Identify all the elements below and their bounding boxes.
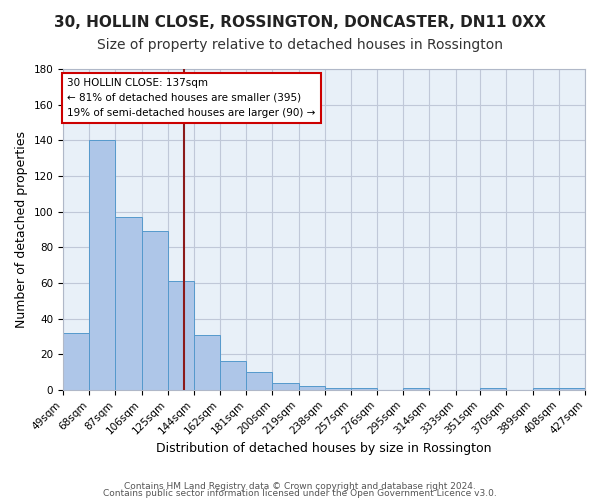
Bar xyxy=(272,382,299,390)
Bar xyxy=(167,281,194,390)
Text: Contains public sector information licensed under the Open Government Licence v3: Contains public sector information licen… xyxy=(103,489,497,498)
Bar xyxy=(533,388,559,390)
Bar xyxy=(325,388,351,390)
Bar xyxy=(220,362,246,390)
X-axis label: Distribution of detached houses by size in Rossington: Distribution of detached houses by size … xyxy=(156,442,492,455)
Bar xyxy=(351,388,377,390)
Bar xyxy=(115,217,142,390)
Text: 30 HOLLIN CLOSE: 137sqm
← 81% of detached houses are smaller (395)
19% of semi-d: 30 HOLLIN CLOSE: 137sqm ← 81% of detache… xyxy=(67,78,316,118)
Bar xyxy=(63,333,89,390)
Bar xyxy=(194,334,220,390)
Bar xyxy=(481,388,506,390)
Bar xyxy=(559,388,585,390)
Text: Size of property relative to detached houses in Rossington: Size of property relative to detached ho… xyxy=(97,38,503,52)
Text: 30, HOLLIN CLOSE, ROSSINGTON, DONCASTER, DN11 0XX: 30, HOLLIN CLOSE, ROSSINGTON, DONCASTER,… xyxy=(54,15,546,30)
Bar xyxy=(89,140,115,390)
Y-axis label: Number of detached properties: Number of detached properties xyxy=(15,131,28,328)
Text: Contains HM Land Registry data © Crown copyright and database right 2024.: Contains HM Land Registry data © Crown c… xyxy=(124,482,476,491)
Bar xyxy=(403,388,430,390)
Bar xyxy=(246,372,272,390)
Bar xyxy=(299,386,325,390)
Bar xyxy=(142,231,167,390)
